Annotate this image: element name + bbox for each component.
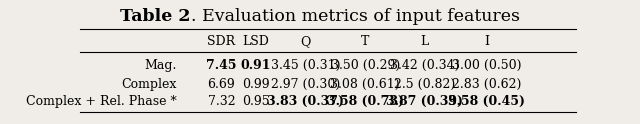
Text: 2.5 (0.82): 2.5 (0.82) <box>394 78 455 91</box>
Text: 7.45: 7.45 <box>206 59 237 72</box>
Text: 2.97 (0.30): 2.97 (0.30) <box>271 78 340 91</box>
Text: 3.42 (0.34): 3.42 (0.34) <box>390 59 460 72</box>
Text: Mag.: Mag. <box>145 59 177 72</box>
Text: 3.58 (0.73): 3.58 (0.73) <box>326 95 404 108</box>
Text: 3.00 (0.50): 3.00 (0.50) <box>452 59 522 72</box>
Text: I: I <box>484 35 489 48</box>
Text: 7.32: 7.32 <box>207 95 235 108</box>
Text: Complex + Rel. Phase *: Complex + Rel. Phase * <box>26 95 177 108</box>
Text: Complex: Complex <box>122 78 177 91</box>
Text: 6.69: 6.69 <box>207 78 236 91</box>
Text: 2.83 (0.62): 2.83 (0.62) <box>452 78 522 91</box>
Text: 0.99: 0.99 <box>243 78 270 91</box>
Text: 0.91: 0.91 <box>241 59 271 72</box>
Text: 3.58 (0.45): 3.58 (0.45) <box>448 95 525 108</box>
Text: 3.83 (0.37): 3.83 (0.37) <box>267 95 344 108</box>
Text: T: T <box>361 35 369 48</box>
Text: 3.50 (0.29): 3.50 (0.29) <box>331 59 400 72</box>
Text: . Evaluation metrics of input features: . Evaluation metrics of input features <box>191 8 520 25</box>
Text: 3.08 (0.61): 3.08 (0.61) <box>330 78 400 91</box>
Text: 3.87 (0.39): 3.87 (0.39) <box>386 95 463 108</box>
Text: Table 2: Table 2 <box>120 8 191 25</box>
Text: 3.45 (0.31): 3.45 (0.31) <box>271 59 340 72</box>
Text: LSD: LSD <box>243 35 269 48</box>
Text: 0.95: 0.95 <box>243 95 270 108</box>
Text: SDR: SDR <box>207 35 236 48</box>
Text: Q: Q <box>301 35 311 48</box>
Text: L: L <box>420 35 429 48</box>
